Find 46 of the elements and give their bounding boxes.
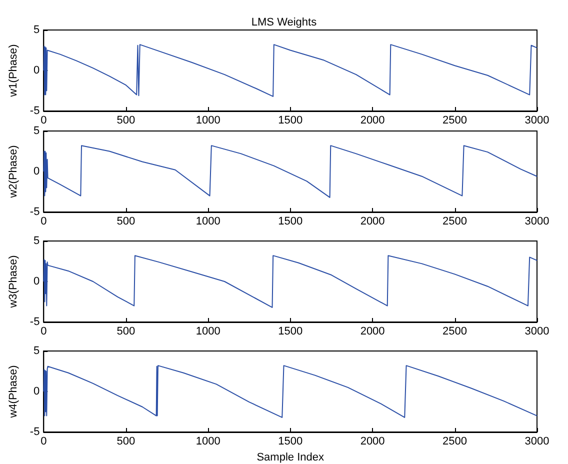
y-tick-label: 5 bbox=[34, 24, 40, 36]
x-tick-label: 2000 bbox=[360, 114, 385, 126]
y-axis-title: w4(Phase) bbox=[8, 365, 20, 419]
x-tick-label: 1000 bbox=[196, 216, 220, 228]
y-tick-label: -5 bbox=[30, 316, 40, 328]
x-tick-label: 1500 bbox=[278, 114, 303, 126]
x-tick-label: 2500 bbox=[442, 326, 468, 338]
x-tick-label: 500 bbox=[116, 216, 136, 228]
x-tick-label: 500 bbox=[116, 114, 136, 126]
y-tick-label: 5 bbox=[34, 125, 40, 137]
x-tick-label: 500 bbox=[116, 326, 136, 338]
x-tick-label: 2500 bbox=[442, 114, 468, 126]
y-tick-label: -5 bbox=[30, 206, 40, 218]
x-tick-label: 3000 bbox=[524, 114, 550, 126]
y-tick-label: 5 bbox=[34, 345, 40, 357]
x-tick-label: 2500 bbox=[442, 436, 468, 448]
line-series bbox=[43, 145, 538, 198]
line-series bbox=[43, 365, 538, 418]
line-series bbox=[43, 44, 538, 97]
x-tick-label: 1500 bbox=[278, 436, 303, 448]
x-tick-label: 1000 bbox=[196, 326, 220, 338]
x-tick-label: 1500 bbox=[278, 326, 303, 338]
x-tick-label: 1000 bbox=[196, 436, 220, 448]
x-tick-label: 3000 bbox=[524, 326, 550, 338]
x-tick-label: 3000 bbox=[524, 436, 550, 448]
y-tick-label: 0 bbox=[34, 166, 40, 178]
x-tick-label: 2000 bbox=[360, 436, 385, 448]
y-tick-label: 0 bbox=[34, 64, 40, 76]
y-tick-label: -5 bbox=[30, 105, 40, 117]
x-tick-label: 500 bbox=[116, 436, 136, 448]
chart-title: LMS Weights bbox=[251, 16, 318, 28]
y-axis-title: w3(Phase) bbox=[8, 255, 20, 309]
x-tick-label: 2000 bbox=[360, 326, 385, 338]
x-tick-label: 3000 bbox=[524, 216, 550, 228]
y-tick-label: 0 bbox=[34, 386, 40, 398]
y-axis-title: w1(Phase) bbox=[8, 44, 20, 98]
y-tick-label: 0 bbox=[34, 276, 40, 288]
x-tick-label: 2500 bbox=[442, 216, 468, 228]
y-tick-label: -5 bbox=[30, 426, 40, 438]
x-tick-label: 2000 bbox=[360, 216, 385, 228]
line-series bbox=[43, 255, 538, 308]
y-tick-label: 5 bbox=[34, 235, 40, 247]
x-axis-title: Sample Index bbox=[256, 452, 324, 464]
y-axis-title: w2(Phase) bbox=[8, 145, 20, 199]
x-tick-label: 1500 bbox=[278, 216, 303, 228]
x-tick-label: 1000 bbox=[196, 114, 220, 126]
